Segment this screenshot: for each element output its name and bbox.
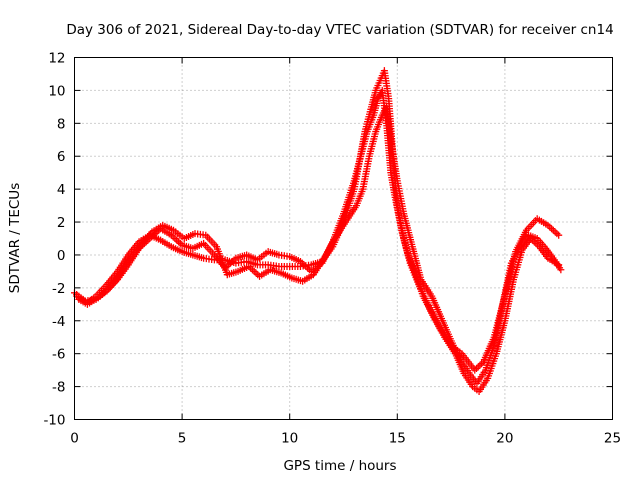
y-tick-label: 0 xyxy=(57,248,66,264)
data-point-marker xyxy=(175,238,183,246)
x-tick-label: 5 xyxy=(178,431,187,447)
y-tick-label: 10 xyxy=(48,83,65,99)
data-point-marker xyxy=(549,226,557,234)
chart-title: Day 306 of 2021, Sidereal Day-to-day VTE… xyxy=(66,22,613,38)
y-tick-label: -10 xyxy=(43,413,65,429)
x-tick-label: 20 xyxy=(496,431,513,447)
data-point-marker xyxy=(551,228,559,236)
tick-marks xyxy=(74,57,613,420)
data-point-marker xyxy=(476,361,484,369)
data-point-marker xyxy=(173,236,181,244)
data-point-marker xyxy=(300,261,308,269)
x-tick-label: 10 xyxy=(281,431,298,447)
data-point-marker xyxy=(555,231,563,239)
y-tick-label: 6 xyxy=(57,149,66,165)
y-tick-labels: -10 -8 -6 -4 -2 0 2 4 6 8 10 12 xyxy=(43,51,65,429)
y-tick-label: 2 xyxy=(57,215,66,231)
y-tick-label: -2 xyxy=(52,281,65,297)
series-1 xyxy=(71,67,563,374)
data-point-marker xyxy=(548,225,556,233)
data-point-marker xyxy=(557,266,565,274)
y-tick-label: 4 xyxy=(57,182,66,198)
data-point-marker xyxy=(553,230,561,238)
y-tick-label: 8 xyxy=(57,116,66,132)
y-axis-label: SDTVAR / TECUs xyxy=(7,183,23,293)
x-tick-label: 25 xyxy=(604,431,621,447)
x-tick-label: 15 xyxy=(389,431,406,447)
y-tick-label: -6 xyxy=(52,347,65,363)
x-tick-label: 0 xyxy=(70,431,79,447)
data-point-marker xyxy=(474,363,482,371)
x-tick-labels: 0 5 10 15 20 25 xyxy=(70,431,621,447)
plot-frame xyxy=(74,57,613,420)
series-3 xyxy=(75,103,565,387)
data-points xyxy=(71,67,565,396)
x-axis-label: GPS time / hours xyxy=(283,458,396,474)
data-point-marker xyxy=(250,267,258,275)
y-tick-label: 12 xyxy=(48,51,65,67)
y-tick-label: -4 xyxy=(52,314,65,330)
y-tick-label: -8 xyxy=(52,380,65,396)
